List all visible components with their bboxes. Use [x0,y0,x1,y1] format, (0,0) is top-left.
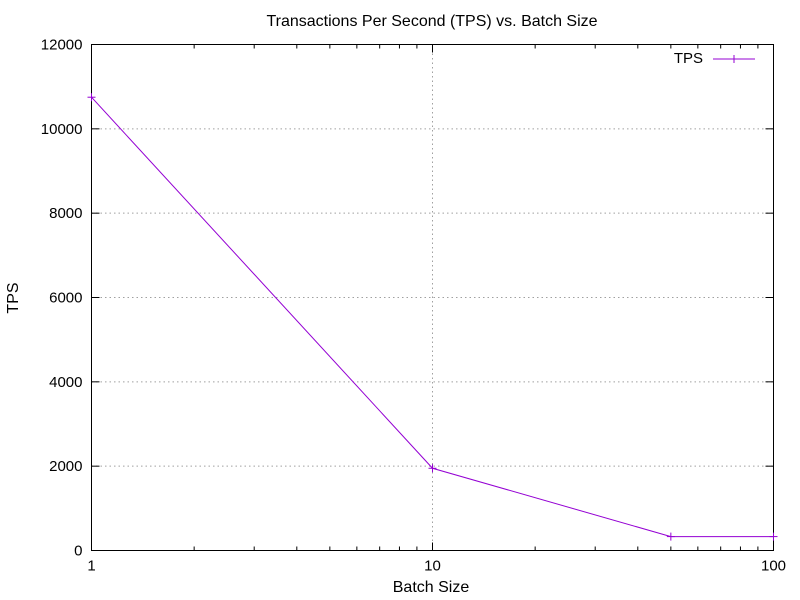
series-layer [87,93,778,541]
data-point [666,532,675,541]
grid-lines [91,44,774,551]
legend-swatch [713,55,755,63]
y-tick-label: 4000 [49,374,82,391]
data-point [428,464,437,473]
y-tick-label: 12000 [41,37,83,54]
y-axis-label: TPS [5,282,22,313]
series-line [91,96,774,538]
y-tick-label: 2000 [49,458,82,475]
data-point [87,93,96,102]
legend-label: TPS [674,50,703,67]
y-tick-label: 8000 [49,205,82,222]
axis-ticks: 0 2000 4000 6000 8000 10000 12000 1 10 100 [41,37,786,575]
x-tick-label: 100 [761,558,786,575]
legend: TPS [674,50,755,67]
x-tick-label: 1 [87,558,95,575]
x-tick-label: 10 [424,558,441,575]
y-tick-label: 6000 [49,290,82,307]
y-tick-label: 10000 [41,121,83,138]
data-point [769,532,778,541]
chart-title: Transactions Per Second (TPS) vs. Batch … [266,13,597,30]
x-axis-label: Batch Size [393,579,470,596]
y-tick-label: 0 [74,543,82,560]
